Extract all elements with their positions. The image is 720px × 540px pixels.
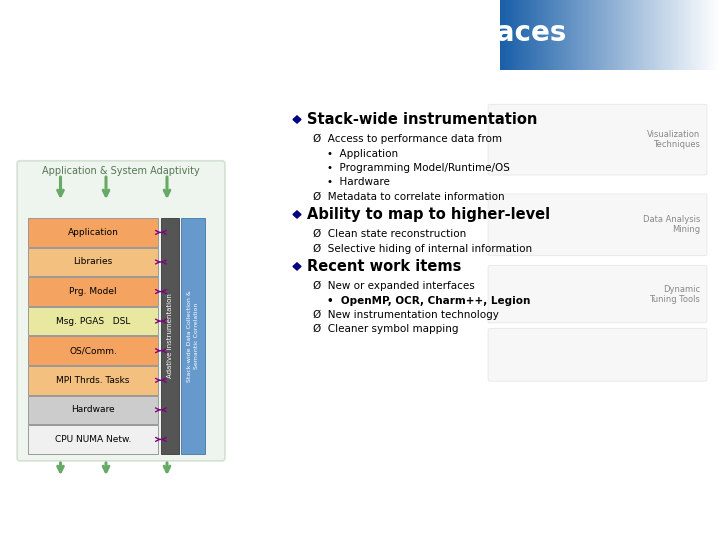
Text: CPU NUMA Netw.: CPU NUMA Netw. <box>55 435 131 444</box>
Text: Data Analysis
Mining: Data Analysis Mining <box>643 215 700 234</box>
Text: Thrust 1: Measurement / Interfaces: Thrust 1: Measurement / Interfaces <box>12 18 567 46</box>
FancyBboxPatch shape <box>28 336 158 365</box>
Text: Adative Instrumentation: Adative Instrumentation <box>167 293 173 379</box>
Text: Dynamic
Tuning Tools: Dynamic Tuning Tools <box>649 285 700 304</box>
FancyBboxPatch shape <box>17 161 225 461</box>
Text: •  OpenMP, OCR, Charm++, Legion: • OpenMP, OCR, Charm++, Legion <box>327 295 531 306</box>
Text: Libraries: Libraries <box>73 258 112 266</box>
Text: Hardware: Hardware <box>71 406 114 414</box>
FancyBboxPatch shape <box>28 395 158 424</box>
Text: Msg. PGAS   DSL: Msg. PGAS DSL <box>56 316 130 326</box>
Text: Ø  New or expanded interfaces: Ø New or expanded interfaces <box>313 281 474 291</box>
Text: Ø  New instrumentation technology: Ø New instrumentation technology <box>313 310 499 320</box>
Text: Prg. Model: Prg. Model <box>69 287 117 296</box>
FancyBboxPatch shape <box>488 266 707 323</box>
Polygon shape <box>293 211 301 218</box>
Text: Stack-wide Data Collection &
Semantic Correlation: Stack-wide Data Collection & Semantic Co… <box>187 290 199 382</box>
FancyBboxPatch shape <box>488 328 707 381</box>
Text: Visualization
Techniques: Visualization Techniques <box>647 130 700 150</box>
Text: •  Application: • Application <box>327 148 398 159</box>
FancyBboxPatch shape <box>28 218 158 247</box>
Polygon shape <box>293 116 301 123</box>
Text: Ø  Metadata to correlate information: Ø Metadata to correlate information <box>313 192 505 201</box>
Text: Ability to map to higher-level: Ability to map to higher-level <box>307 207 550 222</box>
Text: Recent work items: Recent work items <box>307 259 462 274</box>
FancyBboxPatch shape <box>488 194 707 256</box>
FancyBboxPatch shape <box>28 307 158 335</box>
Text: MPI Thrds. Tasks: MPI Thrds. Tasks <box>56 376 130 385</box>
FancyBboxPatch shape <box>181 218 205 454</box>
Text: •  Programming Model/Runtime/OS: • Programming Model/Runtime/OS <box>327 163 510 173</box>
Text: Ø  Clean state reconstruction: Ø Clean state reconstruction <box>313 229 467 239</box>
Text: Ø  Selective hiding of internal information: Ø Selective hiding of internal informati… <box>313 244 532 254</box>
Text: Application: Application <box>68 228 118 237</box>
Polygon shape <box>293 263 301 270</box>
Text: •  Hardware: • Hardware <box>327 177 390 187</box>
FancyBboxPatch shape <box>28 366 158 395</box>
FancyBboxPatch shape <box>28 277 158 306</box>
Text: Ø  Cleaner symbol mapping: Ø Cleaner symbol mapping <box>313 324 459 334</box>
Text: PIPE
R: PIPE R <box>672 501 700 523</box>
FancyBboxPatch shape <box>28 248 158 276</box>
Text: Ø  Access to performance data from: Ø Access to performance data from <box>313 134 502 144</box>
Text: OS/Comm.: OS/Comm. <box>69 346 117 355</box>
Text: Application & System Adaptivity: Application & System Adaptivity <box>42 166 200 176</box>
FancyBboxPatch shape <box>161 218 179 454</box>
Text: Stack-wide instrumentation: Stack-wide instrumentation <box>307 112 537 127</box>
FancyBboxPatch shape <box>488 104 707 175</box>
FancyBboxPatch shape <box>28 425 158 454</box>
